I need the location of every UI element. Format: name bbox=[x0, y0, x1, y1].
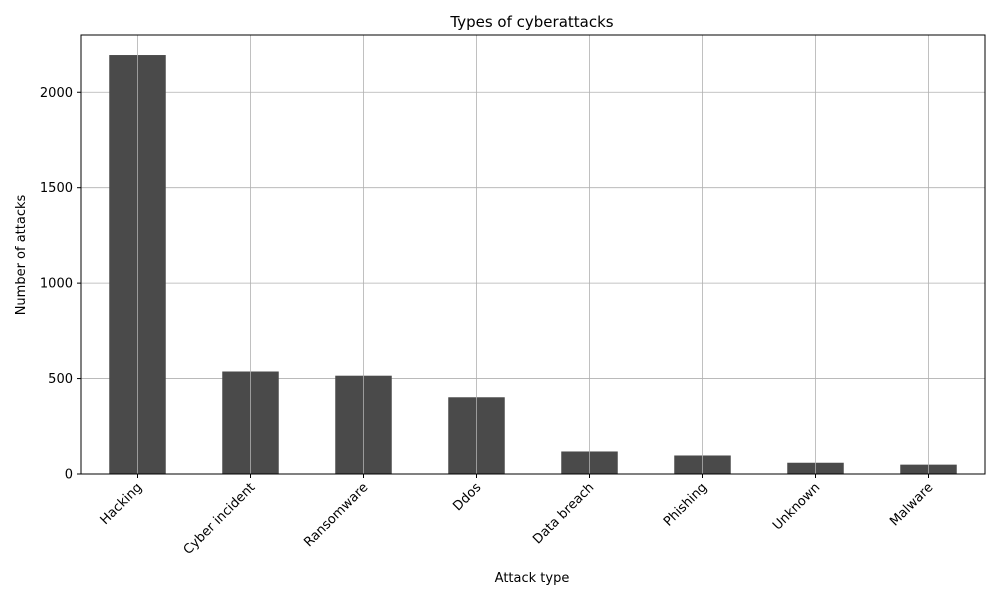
plot-area-frame bbox=[80, 34, 986, 475]
y-tick-label: 1000 bbox=[40, 277, 73, 292]
x-tick-label: Hacking bbox=[98, 480, 146, 528]
grid bbox=[81, 91, 985, 475]
y-tick-label: 0 bbox=[65, 468, 73, 483]
vertical-grid bbox=[137, 35, 929, 474]
x-tick-label: Ddos bbox=[450, 480, 484, 514]
x-tick-label: Data breach bbox=[530, 480, 597, 547]
y-tick-label: 2000 bbox=[40, 86, 73, 101]
x-tick-label: Cyber incident bbox=[181, 480, 259, 558]
x-axis-title: Attack type bbox=[495, 571, 570, 586]
x-tick-label: Ransomware bbox=[301, 480, 371, 550]
x-tick-label: Phishing bbox=[661, 480, 710, 529]
chart-title: Types of cyberattacks bbox=[449, 13, 613, 31]
y-tick-label: 1500 bbox=[40, 181, 73, 196]
y-axis-title: Number of attacks bbox=[14, 194, 29, 315]
bars bbox=[109, 55, 957, 474]
y-tick-label: 500 bbox=[48, 372, 73, 387]
x-axis-ticks: Hacking Cyber incident Ransomware Ddos Data … bbox=[98, 474, 936, 558]
x-tick-label: Malware bbox=[887, 480, 936, 529]
x-tick-label: Unknown bbox=[770, 480, 823, 533]
y-axis-ticks: 0 500 1000 1500 2000 bbox=[40, 86, 81, 483]
